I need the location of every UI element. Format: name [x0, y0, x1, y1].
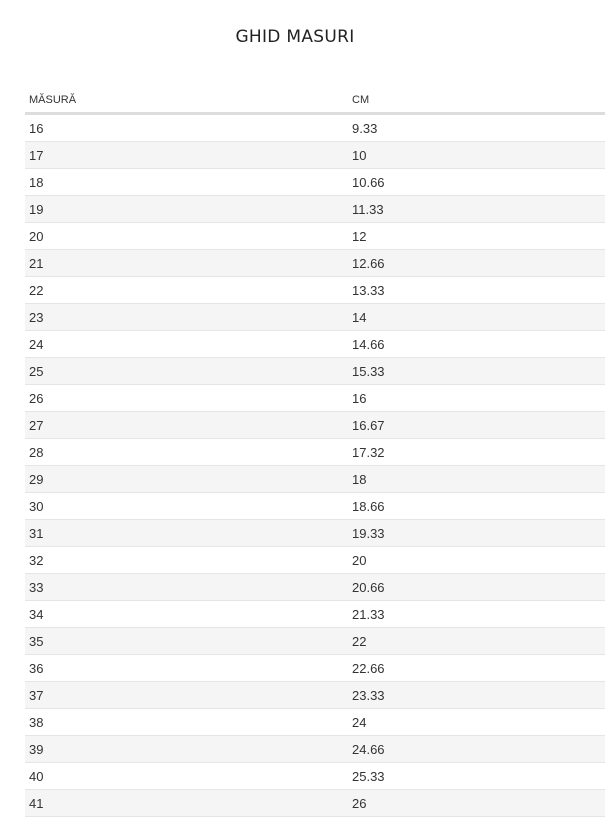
cm-cell: 16.67 [348, 411, 605, 439]
size-cell: 37 [25, 681, 348, 709]
cm-cell: 11.33 [348, 195, 605, 223]
size-cell: 24 [25, 330, 348, 358]
size-cell: 36 [25, 654, 348, 682]
size-cell: 32 [25, 546, 348, 574]
size-cell: 31 [25, 519, 348, 547]
page-title: GHID MASURI [235, 27, 355, 47]
column-header-size: MĂSURĂ [25, 88, 348, 115]
table-body: 16 9.33 17 10 18 10.66 19 11.33 20 12 21 12.66 22 13.… [25, 113, 605, 817]
cm-cell: 13.33 [348, 276, 605, 304]
table-row: 28 17.32 [25, 438, 605, 466]
size-cell: 28 [25, 438, 348, 466]
cm-cell: 19.33 [348, 519, 605, 547]
table-row: 31 19.33 [25, 519, 605, 547]
size-cell: 21 [25, 249, 348, 277]
size-cell: 34 [25, 600, 348, 628]
cm-cell: 25.33 [348, 762, 605, 790]
size-cell: 22 [25, 276, 348, 304]
size-cell: 39 [25, 735, 348, 763]
cm-cell: 12 [348, 222, 605, 250]
cm-cell: 14.66 [348, 330, 605, 358]
size-cell: 40 [25, 762, 348, 790]
table-row: 27 16.67 [25, 411, 605, 439]
table-row: 38 24 [25, 708, 605, 736]
size-cell: 38 [25, 708, 348, 736]
cm-cell: 21.33 [348, 600, 605, 628]
cm-cell: 16 [348, 384, 605, 412]
table-row: 23 14 [25, 303, 605, 331]
size-cell: 17 [25, 141, 348, 169]
table-row: 20 12 [25, 222, 605, 250]
table-row: 32 20 [25, 546, 605, 574]
size-cell: 33 [25, 573, 348, 601]
cm-cell: 18 [348, 465, 605, 493]
cm-cell: 14 [348, 303, 605, 331]
size-cell: 19 [25, 195, 348, 223]
cm-cell: 20.66 [348, 573, 605, 601]
cm-cell: 22.66 [348, 654, 605, 682]
size-cell: 27 [25, 411, 348, 439]
cm-cell: 10 [348, 141, 605, 169]
cm-cell: 9.33 [348, 113, 605, 142]
cm-cell: 22 [348, 627, 605, 655]
size-cell: 25 [25, 357, 348, 385]
size-cell: 30 [25, 492, 348, 520]
table-row: 39 24.66 [25, 735, 605, 763]
cm-cell: 23.33 [348, 681, 605, 709]
size-cell: 20 [25, 222, 348, 250]
size-cell: 26 [25, 384, 348, 412]
table-row: 41 26 [25, 789, 605, 817]
table-row: 37 23.33 [25, 681, 605, 709]
table-row: 29 18 [25, 465, 605, 493]
table-row: 18 10.66 [25, 168, 605, 196]
table-row: 34 21.33 [25, 600, 605, 628]
table-header-row: MĂSURĂ CM [25, 88, 605, 115]
cm-cell: 24.66 [348, 735, 605, 763]
cm-cell: 12.66 [348, 249, 605, 277]
cm-cell: 18.66 [348, 492, 605, 520]
table-row: 19 11.33 [25, 195, 605, 223]
table-row: 35 22 [25, 627, 605, 655]
table-row: 24 14.66 [25, 330, 605, 358]
table-row: 25 15.33 [25, 357, 605, 385]
table-row: 17 10 [25, 141, 605, 169]
cm-cell: 17.32 [348, 438, 605, 466]
table-row: 16 9.33 [25, 113, 605, 142]
size-cell: 18 [25, 168, 348, 196]
table-row: 36 22.66 [25, 654, 605, 682]
size-cell: 35 [25, 627, 348, 655]
table-row: 21 12.66 [25, 249, 605, 277]
size-cell: 29 [25, 465, 348, 493]
size-guide-table: MĂSURĂ CM 16 9.33 17 10 18 10.66 19 11.33 20 12 21… [25, 88, 605, 817]
size-cell: 41 [25, 789, 348, 817]
cm-cell: 10.66 [348, 168, 605, 196]
size-cell: 16 [25, 113, 348, 142]
table-row: 33 20.66 [25, 573, 605, 601]
cm-cell: 15.33 [348, 357, 605, 385]
table-row: 22 13.33 [25, 276, 605, 304]
column-header-cm: CM [348, 88, 605, 115]
table-row: 30 18.66 [25, 492, 605, 520]
table-row: 26 16 [25, 384, 605, 412]
cm-cell: 26 [348, 789, 605, 817]
cm-cell: 20 [348, 546, 605, 574]
table-row: 40 25.33 [25, 762, 605, 790]
size-cell: 23 [25, 303, 348, 331]
cm-cell: 24 [348, 708, 605, 736]
